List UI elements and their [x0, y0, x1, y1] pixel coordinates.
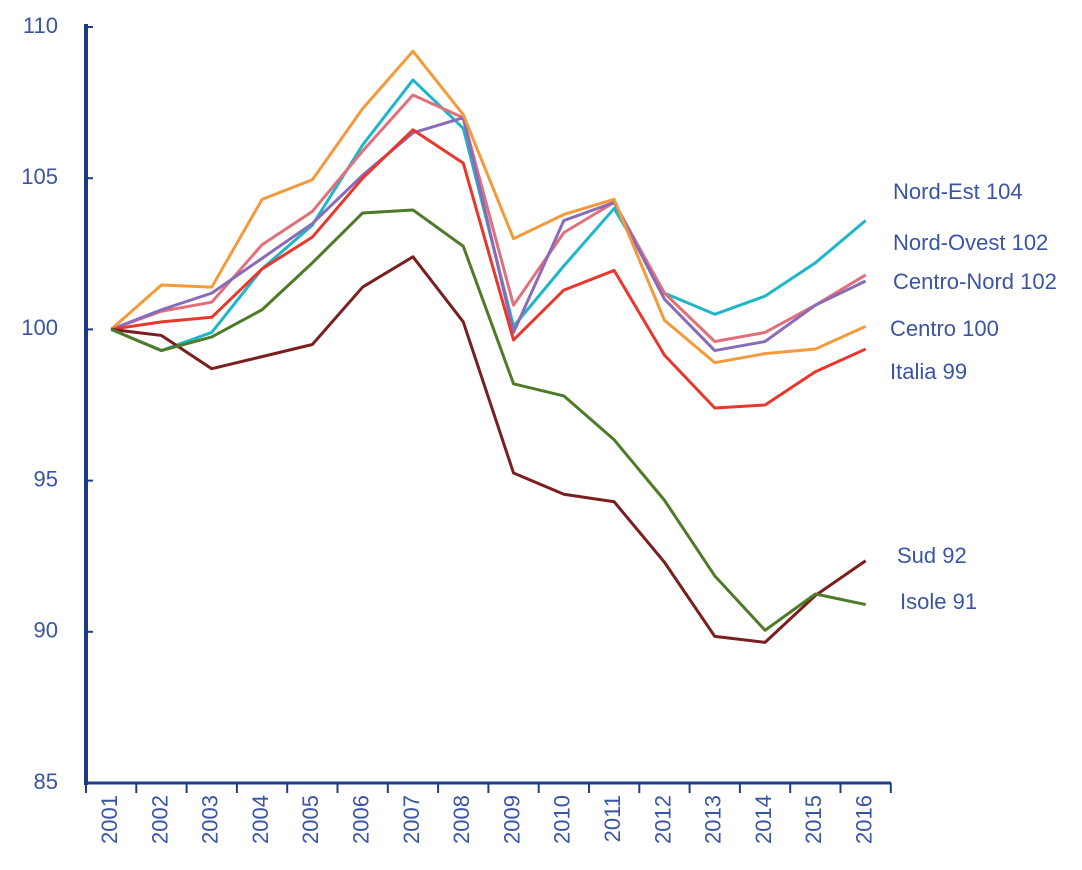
series-line	[110, 208, 866, 632]
series-line	[110, 116, 867, 353]
y-tick-label: 90	[34, 618, 58, 643]
x-tick-label: 2015	[801, 795, 826, 844]
series-label: Centro 100	[890, 316, 999, 341]
series-line	[110, 49, 867, 365]
x-tick-label: 2011	[600, 795, 625, 842]
series-label: Nord-Est 104	[893, 179, 1023, 204]
series-line	[110, 128, 867, 410]
x-tick-label: 2004	[248, 795, 273, 844]
x-tick-label: 2007	[399, 795, 424, 844]
x-tick-label: 2006	[348, 795, 373, 844]
x-tick-label: 2002	[147, 795, 172, 844]
y-tick-label: 110	[23, 13, 58, 38]
series-line	[110, 93, 867, 343]
x-tick-label: 2012	[650, 795, 675, 844]
y-tick-label: 95	[34, 466, 58, 491]
x-tick-label: 2016	[851, 795, 876, 844]
series-line	[110, 255, 867, 644]
x-tick-label: 2003	[198, 795, 223, 844]
y-tick-label: 100	[21, 315, 58, 340]
x-tick-label: 2001	[97, 795, 122, 844]
x-tick-label: 2009	[499, 795, 524, 844]
x-tick-label: 2014	[751, 795, 776, 844]
series-label: Nord-Ovest 102	[893, 230, 1048, 255]
series-label: Centro-Nord 102	[893, 269, 1057, 294]
series-label: Sud 92	[897, 543, 967, 568]
y-tick-label: 105	[21, 164, 58, 189]
x-tick-label: 2013	[701, 795, 726, 844]
series-label: Isole 91	[900, 589, 977, 614]
series-label: Italia 99	[890, 359, 967, 384]
x-tick-label: 2005	[298, 795, 323, 844]
x-tick-label: 2010	[550, 795, 575, 844]
y-tick-label: 85	[34, 769, 58, 794]
x-tick-label: 2008	[449, 795, 474, 844]
